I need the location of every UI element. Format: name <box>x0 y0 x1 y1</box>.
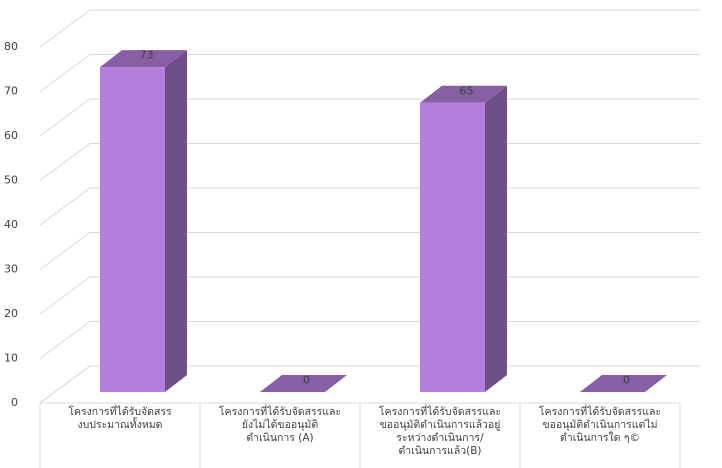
y-tick-label: 10 <box>4 352 18 365</box>
bar-front <box>100 67 165 393</box>
bar-top <box>100 50 187 68</box>
bar-top <box>420 85 507 103</box>
grid-line-side <box>39 276 91 315</box>
bar-top <box>580 375 667 392</box>
grid-line-side <box>39 98 91 137</box>
grid-line-side <box>39 9 91 48</box>
grid-line-side <box>39 321 91 359</box>
x-tick-label: โครงการที่ได้รับจัดสรร งบประมาณทั้งหมด <box>68 406 172 431</box>
bar <box>580 375 667 392</box>
y-tick-label: 80 <box>4 40 18 53</box>
grid-line-side <box>39 232 91 270</box>
grid-line-side <box>39 187 91 226</box>
bar <box>260 375 347 392</box>
bar <box>100 50 187 393</box>
bar-front <box>420 102 485 392</box>
y-tick-label: 60 <box>4 129 18 142</box>
bar-side <box>165 50 187 393</box>
value-label: 0 <box>623 374 630 387</box>
y-tick-label: 70 <box>4 85 18 98</box>
bar <box>420 85 507 392</box>
grid-line-side <box>39 54 91 92</box>
value-label: 73 <box>140 49 154 62</box>
y-tick-label: 40 <box>4 218 18 231</box>
y-tick-label: 20 <box>4 307 18 320</box>
bar-top <box>260 375 347 392</box>
grid-line-side <box>39 143 91 181</box>
x-tick-label: โครงการที่ได้รับจัดสรรและ ขออนุมัติดำเนิ… <box>378 406 502 457</box>
bar-side <box>485 85 507 392</box>
value-label: 65 <box>460 84 474 97</box>
x-tick-label: โครงการที่ได้รับจัดสรรและ ขออนุมัติดำเนิ… <box>538 406 662 444</box>
y-tick-label: 0 <box>11 396 18 409</box>
y-tick-label: 30 <box>4 263 18 276</box>
value-label: 0 <box>303 374 310 387</box>
grid-line-side <box>39 365 91 404</box>
y-tick-label: 50 <box>4 174 18 187</box>
x-tick-label: โครงการที่ได้รับจัดสรรและ ยังไม่ได้ขออนุ… <box>218 406 342 444</box>
